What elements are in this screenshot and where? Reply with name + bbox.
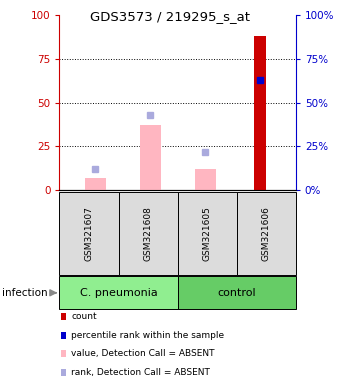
- Text: GSM321605: GSM321605: [203, 206, 212, 261]
- Text: count: count: [71, 312, 97, 321]
- Bar: [85, 178, 106, 190]
- Text: control: control: [217, 288, 256, 298]
- Text: infection: infection: [2, 288, 47, 298]
- Bar: [254, 36, 266, 190]
- Text: percentile rank within the sample: percentile rank within the sample: [71, 331, 224, 340]
- Text: GSM321606: GSM321606: [262, 206, 271, 261]
- Text: GDS3573 / 219295_s_at: GDS3573 / 219295_s_at: [90, 10, 250, 23]
- Text: value, Detection Call = ABSENT: value, Detection Call = ABSENT: [71, 349, 215, 358]
- Text: C. pneumonia: C. pneumonia: [80, 288, 157, 298]
- Text: rank, Detection Call = ABSENT: rank, Detection Call = ABSENT: [71, 367, 210, 377]
- Text: GSM321607: GSM321607: [85, 206, 94, 261]
- Bar: [195, 169, 216, 190]
- Text: GSM321608: GSM321608: [143, 206, 153, 261]
- Bar: [140, 126, 160, 190]
